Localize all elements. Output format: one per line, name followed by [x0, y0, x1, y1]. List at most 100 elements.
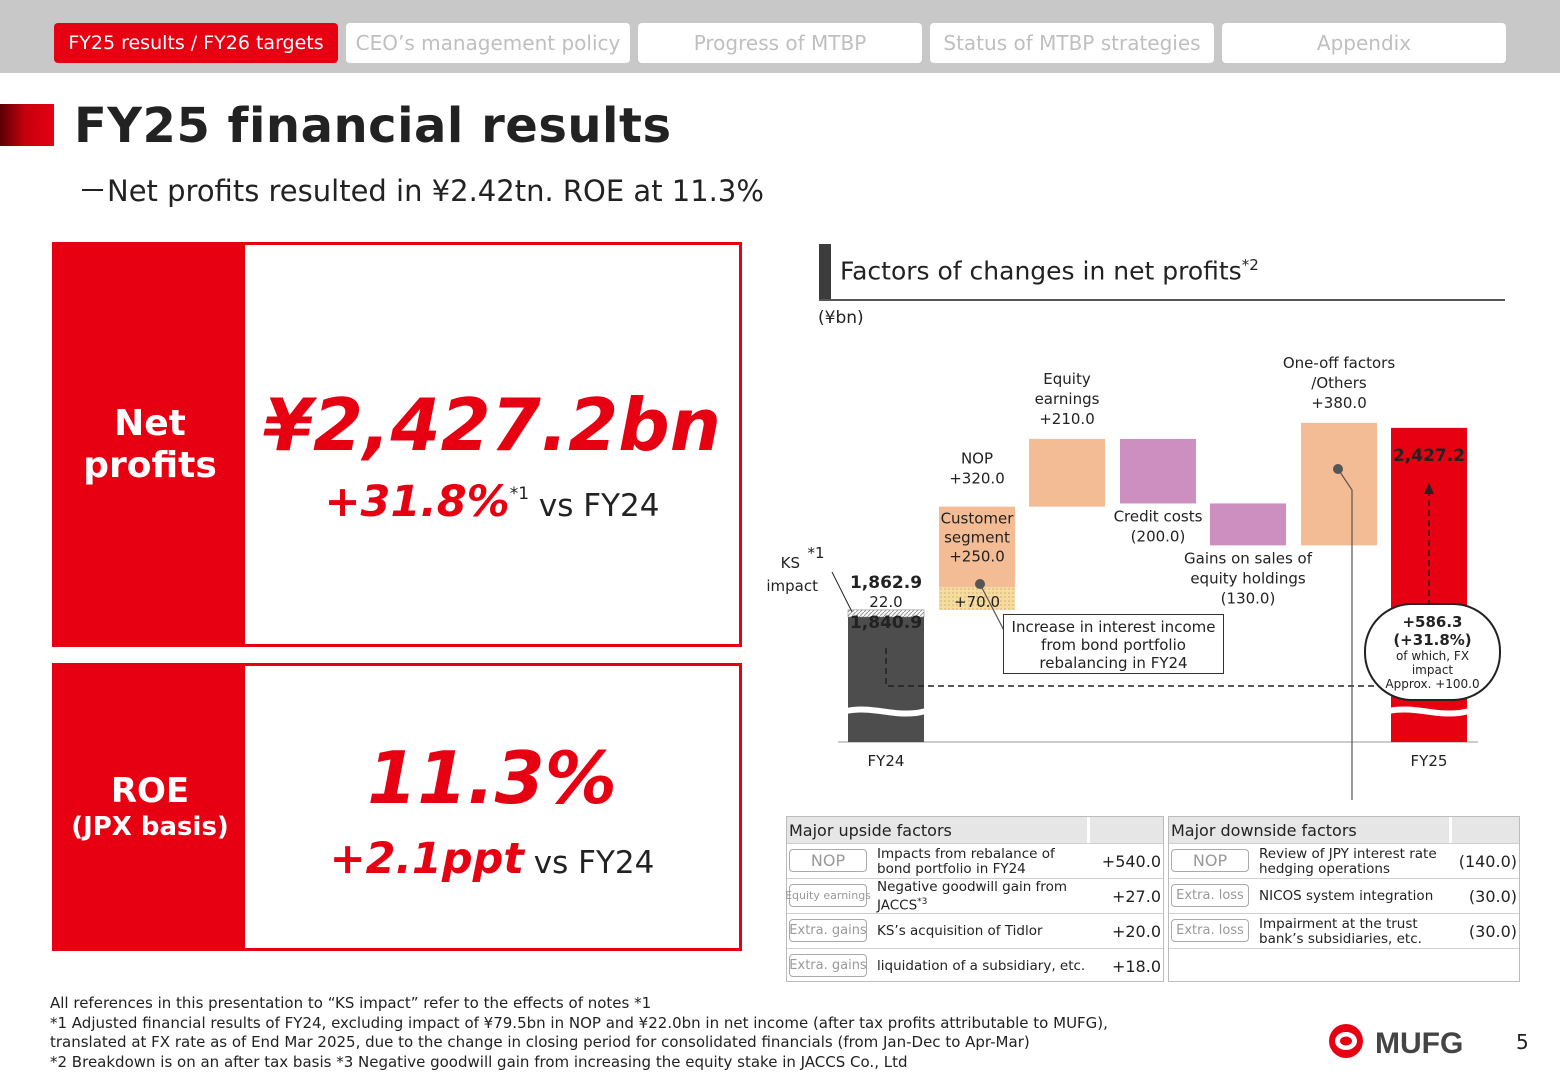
upside-tag: Extra. gains — [789, 954, 867, 977]
chart-section-title-note: *2 — [1241, 256, 1259, 274]
logo-mark-core — [1340, 1036, 1352, 1046]
downside-header-value-cell — [1452, 817, 1519, 843]
downside-desc: Review of JPY interest rate hedging opera… — [1259, 846, 1437, 877]
bar-label-5-line: /Others — [1311, 374, 1367, 392]
bubble-fx-line3: Approx. +100.0 — [1385, 677, 1480, 691]
bubble-fx-line2: impact — [1411, 663, 1454, 677]
bar-label-5-line: One-off factors — [1283, 354, 1395, 372]
tab-progress-of-mtbp[interactable]: Progress of MTBP — [638, 23, 922, 63]
waterfall-chart: 1,862.922.01,840.9+70.0Customersegment+2… — [766, 354, 1478, 800]
bar-nop-other-label: +70.0 — [954, 593, 1000, 611]
downside-value: (140.0) — [1458, 852, 1517, 871]
growth-connector-dashed — [885, 648, 1429, 687]
downside-tag: Extra. loss — [1171, 919, 1249, 942]
ks-impact-leader — [831, 571, 853, 613]
upside-desc: Impacts from rebalance of bond portfolio … — [877, 846, 1055, 877]
change-bubble: +586.3 (+31.8%) of which, FX impact Appr… — [1364, 603, 1501, 701]
upside-factors-table: Major upside factors NOP Impacts from re… — [785, 816, 1164, 982]
bar-fy24-base-label: 1,840.9 — [850, 613, 922, 633]
bar-credit-costs — [1120, 438, 1196, 504]
roe-label-line2: (JPX basis) — [71, 812, 229, 842]
x-label-fy25: FY25 — [1411, 752, 1448, 770]
bar-label-3-line: Credit costs — [1114, 507, 1203, 525]
tab-fy25-results[interactable]: FY25 results / FY26 targets — [54, 23, 338, 63]
page-number: 5 — [1516, 1030, 1529, 1054]
logo-text: MUFG — [1375, 1027, 1463, 1060]
bar-nop-customer-segment-label-line: +250.0 — [949, 548, 1005, 566]
downside-row: Extra. loss NICOS system integration (30… — [1169, 878, 1519, 913]
bar-nop-other — [939, 587, 1015, 610]
axis-break-fy25 — [1389, 706, 1469, 717]
downside-desc: Impairment at the trust bank’s subsidiari… — [1259, 916, 1422, 947]
net-profits-vs: vs FY24 — [538, 488, 660, 524]
tab-status-of-mtbp-strategies[interactable]: Status of MTBP strategies — [930, 23, 1214, 63]
downside-desc-line1: Review of JPY interest rate — [1259, 845, 1437, 862]
tab-appendix[interactable]: Appendix — [1222, 23, 1506, 63]
ks-impact-label-line2: impact — [766, 577, 818, 595]
upside-desc-line2: bond portfolio in FY24 — [877, 860, 1026, 877]
upside-desc: liquidation of a subsidiary, etc. — [877, 958, 1086, 974]
upside-tag: Equity earnings — [785, 884, 871, 907]
callout-line-3: rebalancing in FY24 — [1039, 654, 1188, 672]
chart-section-title-text: Factors of changes in net profits — [840, 256, 1242, 286]
downside-row: Extra. loss Impairment at the trust bank’… — [1169, 913, 1519, 948]
bubble-change-pct: (+31.8%) — [1393, 631, 1472, 649]
roe-change-ppt: +2.1ppt — [329, 834, 524, 884]
downside-tag: NOP — [1171, 849, 1249, 872]
section-accent-bar — [819, 244, 831, 300]
bar-nop-customer-segment-label-line: segment — [944, 529, 1010, 547]
upside-header: Major upside factors — [787, 817, 1087, 843]
upside-desc: Negative goodwill gain from JACCS*3 — [877, 878, 1067, 913]
bubble-change-value: +586.3 — [1402, 613, 1463, 631]
downside-value: (30.0) — [1468, 922, 1517, 941]
footnote-line: All references in this presentation to “… — [50, 994, 652, 1012]
upside-value: +18.0 — [1111, 957, 1161, 976]
downside-row-empty — [1169, 948, 1519, 983]
bar-nop-customer-segment — [939, 506, 1015, 588]
roe-vs: vs FY24 — [533, 845, 655, 881]
bar-gains-on-sales-of-equity-holdings — [1210, 503, 1286, 546]
bar-label-4-line: Gains on sales of — [1184, 549, 1313, 567]
upside-tag: NOP — [789, 849, 867, 872]
net-profits-value: ¥2,427.2bn — [262, 383, 722, 467]
upside-value: +27.0 — [1111, 887, 1161, 906]
downside-tag: Extra. loss — [1171, 884, 1249, 907]
footnote-line: translated at FX rate as of End Mar 2025… — [50, 1033, 1030, 1051]
downside-desc: NICOS system integration — [1259, 888, 1434, 904]
downside-desc-line2: hedging operations — [1259, 860, 1391, 877]
bar-label-2-line: Equity — [1043, 370, 1091, 388]
callout-line-2: from bond portfolio — [1041, 636, 1186, 654]
section-underline — [819, 299, 1505, 301]
upside-desc-line1: Negative goodwill gain from — [877, 878, 1067, 895]
roe-label: ROE (JPX basis) — [55, 666, 245, 948]
net-profits-label: Net profits — [55, 245, 245, 644]
chart-section-title: Factors of changes in net profits*2 — [840, 256, 1259, 285]
bar-nop-label-line: +320.0 — [949, 470, 1005, 488]
downside-desc-line2: bank’s subsidiaries, etc. — [1259, 930, 1422, 947]
upside-tag: Extra. gains — [789, 919, 867, 942]
downside-row: NOP Review of JPY interest rate hedging o… — [1169, 843, 1519, 878]
downside-factors-table: Major downside factors NOP Review of JPY… — [1168, 816, 1520, 982]
downside-desc-line1: Impairment at the trust — [1259, 915, 1418, 932]
bar-label-5-line: +380.0 — [1311, 394, 1367, 412]
footnote-line: *1 Adjusted financial results of FY24, e… — [50, 1013, 1108, 1032]
tab-ceo-management-policy[interactable]: CEO’s management policy — [346, 23, 630, 63]
x-label-fy24: FY24 — [868, 752, 905, 770]
growth-arrow-head — [1424, 483, 1434, 494]
page-subtitle: －Net profits resulted in ¥2.42tn. ROE at… — [78, 174, 764, 208]
upside-desc-note: *3 — [917, 896, 928, 907]
bar-label-2-line: +210.0 — [1039, 410, 1095, 428]
upside-row: Extra. gains KS’s acquisition of Tidlor … — [787, 913, 1163, 948]
upside-value: +540.0 — [1101, 852, 1161, 871]
interest-income-callout: Increase in interest income from bond po… — [1003, 614, 1224, 674]
bar-nop-label-line: NOP — [961, 450, 993, 468]
bar-label-2-line: earnings — [1035, 390, 1100, 408]
footnotes: All references in this presentation to “… — [50, 994, 1250, 1072]
upside-header-value-cell — [1090, 817, 1163, 843]
roe-change: +2.1ppt vs FY24 — [245, 834, 739, 884]
upside-desc-line1: Impacts from rebalance of — [877, 845, 1055, 862]
bubble-fx-line1: of which, FX — [1395, 649, 1470, 663]
bar-fy24-ks-impact — [847, 609, 925, 618]
axis-break-fy24 — [846, 706, 926, 717]
upside-desc: KS’s acquisition of Tidlor — [877, 923, 1043, 939]
